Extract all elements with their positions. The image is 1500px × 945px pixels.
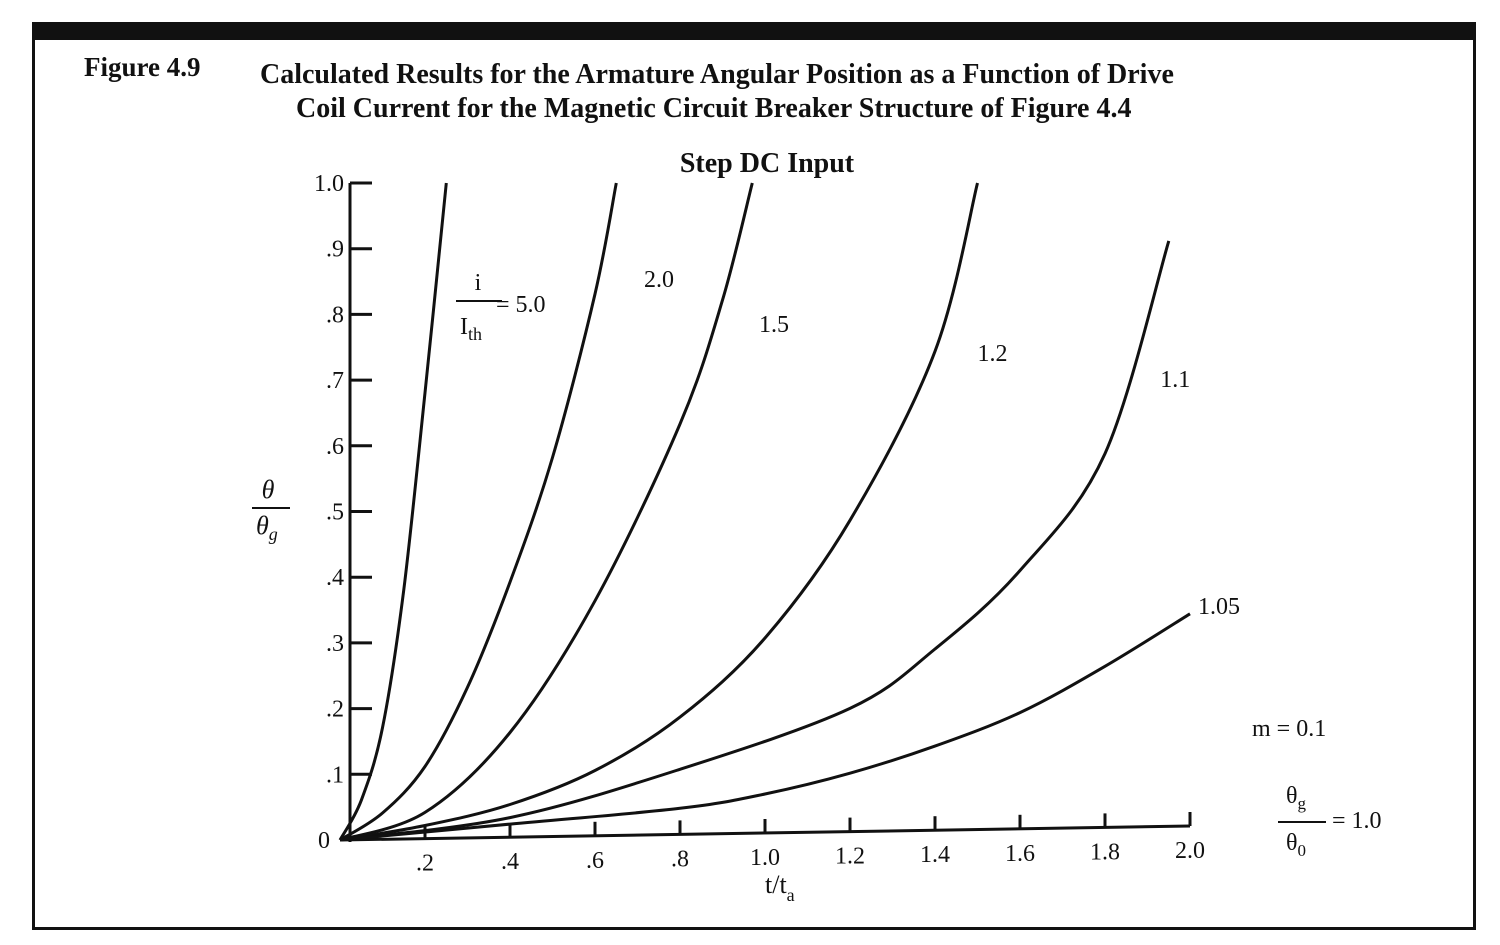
y-label-den: θg [256, 511, 278, 544]
m-annotation: m = 0.1 [1252, 716, 1326, 742]
y-tick-label: .6 [326, 434, 344, 460]
ratio-value: = 1.0 [1332, 808, 1382, 834]
curve-label-eq: = 5.0 [496, 292, 546, 318]
x-tick-label: 1.6 [1005, 841, 1035, 867]
series-label-1-1: 1.1 [1160, 367, 1190, 393]
series-line-1-2 [339, 182, 979, 842]
series-label-1-2: 1.2 [978, 341, 1008, 367]
y-tick-label: 1.0 [314, 171, 344, 197]
chart-title: Step DC Input [680, 148, 855, 179]
x-tick-label: 1.2 [835, 844, 865, 870]
x-tick-label: .2 [416, 851, 434, 877]
y-label-num: θ [262, 475, 275, 504]
figure-title-line-2: Coil Current for the Magnetic Circuit Br… [296, 93, 1132, 124]
x-axis-label: t/ta [765, 870, 795, 905]
top-rule [32, 22, 1476, 40]
y-tick-label: .8 [326, 302, 344, 328]
curve-label-5-0: i Ith = 5.0 [456, 270, 546, 344]
x-tick-label: .6 [586, 848, 604, 874]
x-tick-label: .8 [671, 846, 689, 872]
y-tick-label: .9 [326, 237, 344, 263]
y-tick-label: .7 [326, 368, 344, 394]
y-axis-label: θ θg [252, 475, 290, 544]
series-line-1-1 [339, 240, 1171, 842]
x-tick-label: 1.8 [1090, 839, 1120, 865]
figure-label: Figure 4.9 [84, 52, 201, 82]
ratio-num: θg [1286, 783, 1307, 813]
series-label-1-5: 1.5 [759, 312, 789, 338]
y-tick-label: .5 [326, 500, 344, 526]
x-axis-ticks: .2 .4 .6 .8 1.0 1.2 1.4 1.6 1.8 2.0 [416, 812, 1205, 877]
series-group: 2.0 1.5 1.2 1.1 1.05 [338, 182, 1240, 842]
x-tick-label: 2.0 [1175, 838, 1205, 864]
y-tick-label: 0 [318, 828, 330, 854]
x-tick-label: .4 [501, 849, 519, 875]
theta-ratio-annotation: θg θ0 = 1.0 [1278, 783, 1382, 860]
y-tick-label: .1 [326, 762, 344, 788]
y-tick-label: .4 [326, 565, 344, 591]
y-tick-label: .2 [326, 697, 344, 723]
curve-label-num: i [475, 270, 482, 296]
figure-frame [32, 22, 1476, 930]
x-tick-label: 1.0 [750, 845, 780, 871]
series-label-1-05: 1.05 [1198, 594, 1240, 620]
y-axis-ticks: 0 .1 .2 .3 .4 .5 .6 .7 .8 .9 1.0 [314, 171, 372, 854]
ratio-den: θ0 [1286, 830, 1306, 860]
x-tick-label: 1.4 [920, 842, 950, 868]
figure-title: Calculated Results for the Armature Angu… [260, 58, 1310, 126]
y-tick-label: .3 [326, 631, 344, 657]
series-line-1-5 [339, 182, 754, 842]
curve-label-den: Ith [460, 314, 482, 344]
series-line-2-0 [339, 182, 618, 842]
figure-title-line-1: Calculated Results for the Armature Angu… [260, 59, 1174, 90]
series-line-5-0 [338, 182, 448, 841]
series-label-2-0: 2.0 [644, 267, 674, 293]
series-line-1-05 [339, 612, 1191, 842]
